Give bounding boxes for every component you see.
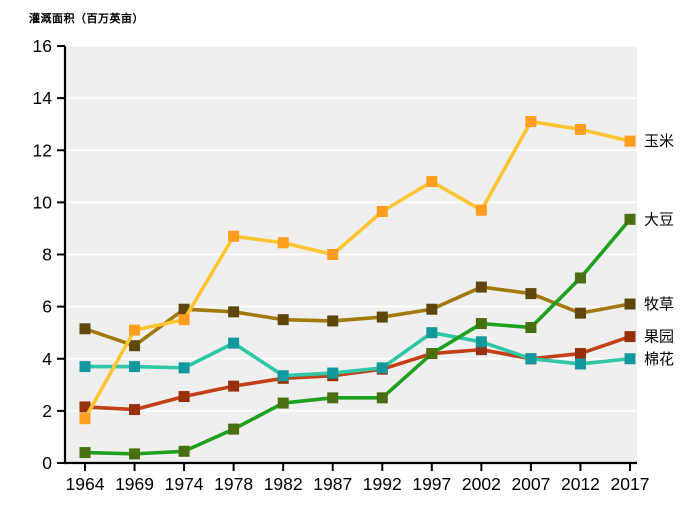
y-tick-label: 8: [42, 245, 52, 265]
marker-corn-1982: [277, 237, 289, 249]
marker-soybean-1987: [327, 392, 339, 404]
y-tick-label: 10: [33, 192, 53, 212]
marker-soybean-2007: [525, 321, 537, 333]
marker-cotton-1987: [327, 367, 339, 379]
marker-soybean-1992: [376, 392, 388, 404]
marker-cotton-1974: [178, 362, 190, 374]
series-line-cotton: [83, 330, 632, 378]
marker-corn-1997: [426, 176, 438, 188]
marker-pasture-1997: [426, 303, 438, 315]
marker-pasture-1974: [178, 303, 190, 315]
x-tick-label: 1964: [66, 474, 105, 494]
marker-corn-1974: [178, 314, 190, 326]
legend-label-cotton: 棉花: [644, 351, 674, 368]
marker-soybean-1964: [79, 447, 91, 459]
marker-pasture-2012: [574, 307, 586, 319]
marker-orchard-2017: [624, 331, 636, 343]
x-tick-label: 1978: [214, 474, 253, 494]
marker-cotton-1964: [79, 361, 91, 373]
marker-orchard-1978: [228, 380, 240, 392]
marker-orchard-2012: [574, 348, 586, 360]
marker-cotton-2017: [624, 353, 636, 365]
legend-label-pasture: 牧草: [644, 296, 674, 313]
y-tick-label: 12: [33, 140, 52, 160]
marker-pasture-1978: [228, 306, 240, 318]
x-tick-label: 1992: [363, 474, 402, 494]
y-tick-label: 6: [42, 297, 52, 317]
marker-corn-2012: [574, 123, 586, 135]
x-tick-label: 2012: [561, 474, 600, 494]
marker-cotton-2012: [574, 358, 586, 370]
marker-pasture-1982: [277, 314, 289, 326]
marker-soybean-2017: [624, 213, 636, 225]
marker-pasture-1969: [129, 340, 141, 352]
marker-soybean-1982: [277, 397, 289, 409]
marker-pasture-2002: [475, 281, 487, 293]
marker-pasture-1992: [376, 311, 388, 323]
y-tick-label: 2: [42, 401, 52, 421]
x-tick-label: 1997: [412, 474, 451, 494]
marker-corn-2007: [525, 116, 537, 128]
marker-corn-1969: [129, 324, 141, 336]
y-tick-label: 4: [42, 349, 52, 369]
marker-orchard-1969: [129, 404, 141, 416]
marker-pasture-1987: [327, 315, 339, 327]
x-tick-label: 1974: [165, 474, 204, 494]
marker-soybean-1978: [228, 423, 240, 435]
marker-cotton-1978: [228, 337, 240, 349]
series-line-corn: [83, 119, 632, 421]
legend-label-corn: 玉米: [644, 133, 674, 150]
marker-corn-1992: [376, 205, 388, 217]
marker-soybean-1969: [129, 448, 141, 460]
marker-soybean-1974: [178, 445, 190, 457]
legend-label-orchard: 果园: [644, 329, 674, 346]
marker-corn-1987: [327, 249, 339, 260]
marker-corn-1978: [228, 230, 240, 242]
marker-cotton-2007: [525, 353, 537, 365]
x-tick-label: 2002: [462, 474, 501, 494]
y-tick-label: 16: [33, 36, 52, 56]
marker-soybean-2012: [574, 272, 586, 284]
marker-cotton-1982: [277, 370, 289, 382]
x-tick-label: 2017: [611, 474, 650, 494]
marker-orchard-2002: [475, 344, 487, 356]
marker-orchard-1974: [178, 391, 190, 403]
marker-pasture-2007: [525, 288, 537, 300]
marker-soybean-1997: [426, 348, 438, 360]
series-line-soybean: [83, 217, 632, 456]
marker-pasture-1964: [79, 323, 91, 335]
marker-cotton-2002: [475, 336, 487, 348]
y-tick-label: 14: [33, 88, 53, 108]
legend-label-soybean: 大豆: [644, 211, 674, 228]
x-tick-label: 2007: [511, 474, 550, 494]
series-line-pasture: [83, 285, 632, 348]
x-tick-label: 1982: [264, 474, 303, 494]
x-tick-label: 1987: [313, 474, 352, 494]
marker-cotton-1969: [129, 361, 141, 373]
marker-cotton-1997: [426, 327, 438, 339]
marker-cotton-1992: [376, 362, 388, 374]
marker-corn-2017: [624, 135, 636, 147]
marker-pasture-2017: [624, 298, 636, 310]
marker-orchard-1964: [79, 401, 91, 413]
y-tick-label: 0: [42, 453, 52, 473]
marker-corn-2002: [475, 204, 487, 216]
marker-corn-1964: [79, 413, 91, 425]
x-tick-label: 1969: [115, 474, 154, 494]
chart-title: 灌溉面积（百万英亩）: [29, 13, 144, 25]
marker-soybean-2002: [475, 318, 487, 330]
